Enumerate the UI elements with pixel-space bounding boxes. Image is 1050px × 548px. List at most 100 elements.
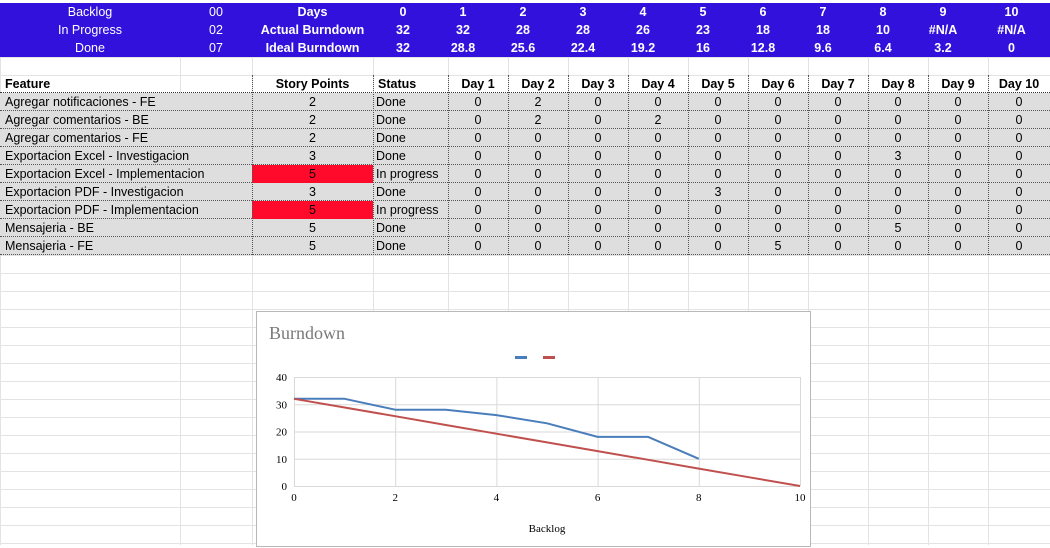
status-cell[interactable]: Done bbox=[376, 95, 406, 109]
summary-actual-value[interactable]: 26 bbox=[613, 21, 673, 39]
summary-days-value[interactable]: 9 bbox=[913, 3, 973, 21]
summary-row-label[interactable]: Actual Burndown bbox=[252, 21, 373, 39]
day-cell[interactable]: 0 bbox=[714, 221, 722, 235]
story-points-cell[interactable]: 2 bbox=[309, 113, 316, 127]
feature-cell[interactable]: Exportacion PDF - Implementacion bbox=[5, 203, 199, 217]
day-cell[interactable]: 0 bbox=[834, 149, 842, 163]
day-cell[interactable]: 0 bbox=[474, 149, 482, 163]
summary-ideal-value[interactable]: 22.4 bbox=[553, 39, 613, 57]
summary-actual-value[interactable]: 32 bbox=[373, 21, 433, 39]
summary-days-value[interactable]: 7 bbox=[793, 3, 853, 21]
summary-actual-value[interactable]: 10 bbox=[853, 21, 913, 39]
day-cell[interactable]: 0 bbox=[834, 113, 842, 127]
day-cell[interactable]: 0 bbox=[774, 131, 782, 145]
summary-actual-value[interactable]: 32 bbox=[433, 21, 493, 39]
day-cell[interactable]: 0 bbox=[774, 203, 782, 217]
day-cell[interactable]: 0 bbox=[774, 95, 782, 109]
column-header-status[interactable]: Status bbox=[378, 77, 417, 91]
status-cell[interactable]: In progress bbox=[376, 167, 439, 181]
day-cell[interactable]: 0 bbox=[714, 239, 722, 253]
status-cell[interactable]: Done bbox=[376, 149, 406, 163]
day-cell[interactable]: 0 bbox=[894, 131, 902, 145]
table-row[interactable] bbox=[0, 93, 1050, 111]
day-cell[interactable]: 0 bbox=[474, 131, 482, 145]
day-cell[interactable]: 0 bbox=[834, 203, 842, 217]
day-cell[interactable]: 0 bbox=[774, 149, 782, 163]
day-cell[interactable]: 5 bbox=[894, 221, 902, 235]
day-cell[interactable]: 0 bbox=[774, 113, 782, 127]
table-row[interactable] bbox=[0, 183, 1050, 201]
feature-cell[interactable]: Exportacion PDF - Investigacion bbox=[5, 185, 184, 199]
day-cell[interactable]: 0 bbox=[534, 221, 542, 235]
day-cell[interactable]: 0 bbox=[1015, 203, 1023, 217]
day-cell[interactable]: 0 bbox=[654, 95, 662, 109]
day-cell[interactable]: 0 bbox=[594, 239, 602, 253]
day-cell[interactable]: 0 bbox=[474, 167, 482, 181]
day-cell[interactable]: 0 bbox=[474, 185, 482, 199]
summary-status-count[interactable]: 00 bbox=[180, 3, 252, 21]
summary-days-value[interactable]: 0 bbox=[373, 3, 433, 21]
summary-ideal-value[interactable]: 32 bbox=[373, 39, 433, 57]
story-points-cell[interactable]: 2 bbox=[309, 95, 316, 109]
summary-days-value[interactable]: 1 bbox=[433, 3, 493, 21]
summary-ideal-value[interactable]: 19.2 bbox=[613, 39, 673, 57]
day-cell[interactable]: 0 bbox=[594, 131, 602, 145]
summary-status-label[interactable]: Backlog bbox=[0, 3, 180, 21]
day-cell[interactable]: 5 bbox=[774, 239, 782, 253]
day-cell[interactable]: 0 bbox=[654, 149, 662, 163]
day-cell[interactable]: 0 bbox=[714, 113, 722, 127]
day-cell[interactable]: 0 bbox=[894, 185, 902, 199]
story-points-cell[interactable]: 5 bbox=[252, 201, 373, 219]
burndown-chart[interactable]: Burndown 0 10 20 30 40 0 2 4 6 8 10 Backlog bbox=[256, 311, 811, 547]
day-cell[interactable]: 0 bbox=[594, 149, 602, 163]
day-cell[interactable]: 0 bbox=[534, 149, 542, 163]
story-points-cell[interactable]: 5 bbox=[309, 221, 316, 235]
day-cell[interactable]: 0 bbox=[594, 167, 602, 181]
day-cell[interactable]: 0 bbox=[654, 131, 662, 145]
table-row[interactable] bbox=[0, 237, 1050, 255]
column-header-day[interactable]: Day 3 bbox=[581, 77, 615, 91]
day-cell[interactable]: 0 bbox=[954, 221, 962, 235]
status-cell[interactable]: Done bbox=[376, 221, 406, 235]
day-cell[interactable]: 0 bbox=[954, 167, 962, 181]
summary-status-label[interactable]: In Progress bbox=[0, 21, 180, 39]
summary-actual-value[interactable]: 18 bbox=[793, 21, 853, 39]
column-header-day[interactable]: Day 5 bbox=[701, 77, 735, 91]
status-cell[interactable]: Done bbox=[376, 185, 406, 199]
summary-days-value[interactable]: 4 bbox=[613, 3, 673, 21]
day-cell[interactable]: 0 bbox=[954, 185, 962, 199]
day-cell[interactable]: 0 bbox=[1015, 131, 1023, 145]
day-cell[interactable]: 0 bbox=[594, 185, 602, 199]
day-cell[interactable]: 0 bbox=[1015, 149, 1023, 163]
day-cell[interactable]: 0 bbox=[1015, 185, 1023, 199]
day-cell[interactable]: 0 bbox=[534, 185, 542, 199]
day-cell[interactable]: 0 bbox=[474, 113, 482, 127]
day-cell[interactable]: 0 bbox=[954, 203, 962, 217]
day-cell[interactable]: 0 bbox=[834, 95, 842, 109]
day-cell[interactable]: 0 bbox=[594, 203, 602, 217]
day-cell[interactable]: 2 bbox=[654, 113, 662, 127]
summary-row-label[interactable]: Ideal Burndown bbox=[252, 39, 373, 57]
day-cell[interactable]: 0 bbox=[1015, 167, 1023, 181]
status-cell[interactable]: Done bbox=[376, 239, 406, 253]
summary-actual-value[interactable]: 23 bbox=[673, 21, 733, 39]
status-cell[interactable]: Done bbox=[376, 113, 406, 127]
summary-ideal-value[interactable]: 28.8 bbox=[433, 39, 493, 57]
column-header-feature[interactable]: Feature bbox=[5, 77, 51, 91]
status-cell[interactable]: In progress bbox=[376, 203, 439, 217]
feature-cell[interactable]: Mensajeria - FE bbox=[5, 239, 94, 253]
column-header-day[interactable]: Day 7 bbox=[821, 77, 855, 91]
day-cell[interactable]: 0 bbox=[834, 167, 842, 181]
summary-status-label[interactable]: Done bbox=[0, 39, 180, 57]
day-cell[interactable]: 2 bbox=[534, 113, 542, 127]
column-header-day[interactable]: Day 10 bbox=[998, 77, 1040, 91]
column-header-day[interactable]: Day 1 bbox=[461, 77, 495, 91]
day-cell[interactable]: 0 bbox=[654, 221, 662, 235]
day-cell[interactable]: 0 bbox=[1015, 221, 1023, 235]
day-cell[interactable]: 0 bbox=[534, 131, 542, 145]
day-cell[interactable]: 0 bbox=[594, 221, 602, 235]
summary-ideal-value[interactable]: 25.6 bbox=[493, 39, 553, 57]
day-cell[interactable]: 0 bbox=[474, 239, 482, 253]
day-cell[interactable]: 0 bbox=[954, 95, 962, 109]
summary-ideal-value[interactable]: 3.2 bbox=[913, 39, 973, 57]
